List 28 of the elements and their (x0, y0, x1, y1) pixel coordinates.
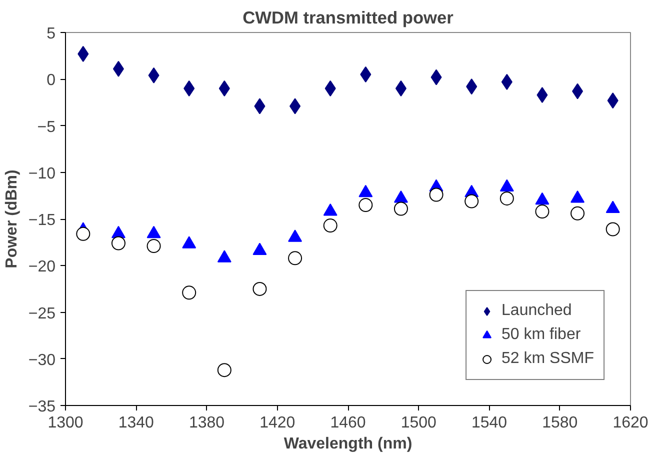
legend-label: Launched (502, 302, 572, 320)
y-tick-label: −20 (28, 258, 56, 276)
y-tick-label: −25 (28, 305, 56, 322)
x-tick-label: 1380 (188, 414, 225, 432)
x-tick-label: 1620 (612, 414, 648, 432)
y-tick-label: −5 (37, 118, 56, 136)
y-tick-label: 0 (46, 72, 56, 90)
y-tick-label: −10 (28, 165, 56, 182)
x-tick-label: 1500 (400, 414, 437, 432)
x-tick-label: 1420 (260, 414, 296, 432)
x-tick-label: 1540 (471, 414, 508, 432)
x-axis-title: Wavelength (nm) (284, 436, 412, 452)
y-tick-label: −15 (28, 212, 56, 229)
y-tick-label: −35 (28, 398, 56, 416)
x-tick-label: 1300 (48, 414, 84, 432)
legend-label: 50 km fiber (502, 326, 581, 344)
x-tick-label: 1340 (118, 414, 154, 432)
point (111, 236, 126, 250)
point (76, 226, 90, 241)
y-tick-label: −30 (28, 352, 56, 369)
x-tick-label: 1460 (330, 414, 366, 432)
y-tick-label: 5 (46, 26, 56, 42)
legend-label: 52 km SSMF (502, 350, 594, 368)
chart-title: CWDM transmitted power (242, 8, 454, 28)
x-tick-label: 1580 (542, 414, 578, 432)
point (429, 188, 444, 202)
point (464, 194, 479, 208)
y-axis-title: Power (dBm) (3, 170, 20, 268)
